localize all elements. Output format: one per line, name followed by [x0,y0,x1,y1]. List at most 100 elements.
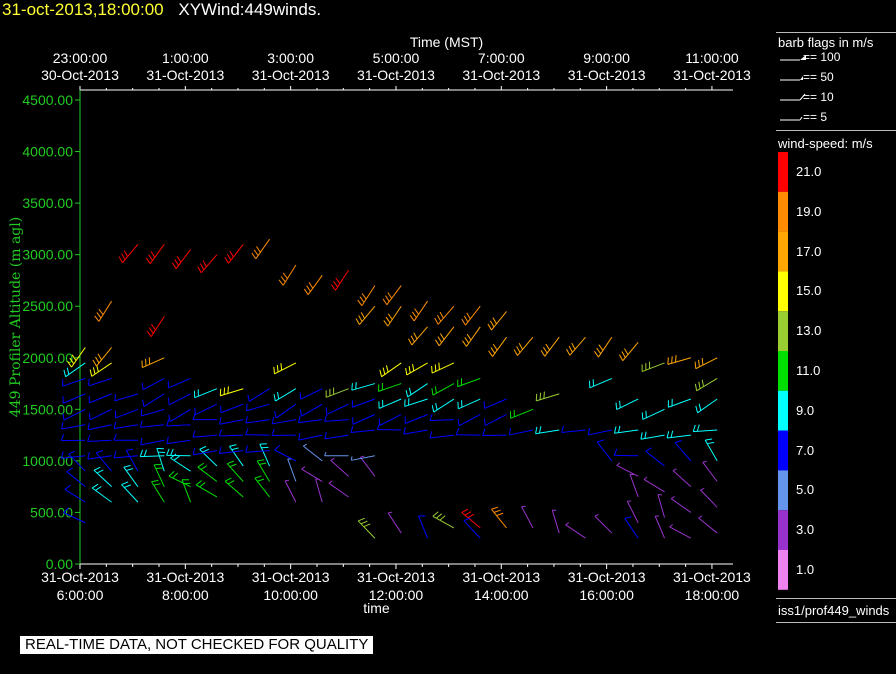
y-tick-label: 3000.00 [22,247,73,263]
wind-barb [351,382,376,391]
colorbar-label: 15.0 [796,283,822,299]
wind-barb [613,425,639,434]
colorbar-swatch [778,390,788,431]
wind-barb [434,305,455,325]
wind-barb [405,383,428,398]
x-tick-label: 31-Oct-2013 [462,569,540,585]
wind-barb [330,269,349,291]
colorbar-swatch [778,231,788,272]
wind-barb [274,403,297,419]
barb-flags-title: barb flags in m/s [778,35,874,50]
wind-barb [432,511,455,529]
wind-barb [330,458,349,477]
colorbar-swatch [778,311,788,351]
wind-barb [168,470,191,488]
colorbar-label: 3.0 [796,522,815,538]
wind-barb [613,448,639,457]
colorbar-swatch [778,470,788,511]
wind-barb [431,362,455,374]
wind-barb [594,513,613,534]
wind-barb [457,398,481,410]
wind-barb [167,393,191,406]
wind-barb [113,433,138,441]
wind-barb [273,388,297,402]
y-tick-label: 4000.00 [22,144,73,160]
wind-barb [87,434,112,443]
wind-barb [64,484,86,503]
quality-warning-banner: REAL-TIME DATA, NOT CHECKED FOR QUALITY [20,636,374,654]
wind-barb [113,421,139,430]
title-name: XYWind:449winds. [178,0,322,19]
wind-barb [315,478,323,503]
y-axis-label: 449 Profiler Altitude (m agl) [8,217,24,417]
wind-barb [325,387,349,398]
barb-flag-label: == 50 [803,70,834,84]
wind-barb [429,431,454,439]
wind-barb [457,414,481,427]
wind-barb [88,408,112,421]
wind-barb [351,398,376,408]
x-tick-label: 31-Oct-2013 [41,569,119,585]
x-tick-label: 14:00:00 [474,587,529,603]
wind-barb [702,460,718,482]
barb-flag-label: == 10 [803,90,834,104]
wind-barb [383,305,402,327]
colorbar-label: 21.0 [796,164,822,179]
x-tick-label: 31-Oct-2013 [252,569,330,585]
legend-separator [776,32,896,33]
wind-barb [141,357,165,368]
barb-flag-label: == 100 [803,50,841,64]
wind-barb [695,398,718,414]
wind-barb [299,403,323,417]
top-x-tick-label: 7:00:00 [478,50,525,66]
wind-barb [596,439,613,462]
barb-flag-feather [799,93,806,101]
wind-barb [66,467,86,488]
wind-barb [513,336,534,356]
wind-barb [62,393,86,404]
x-tick-label: 31-Oct-2013 [146,569,224,585]
x-axis-label: time [363,600,390,616]
wind-barb [220,403,244,414]
wind-barb [379,362,402,378]
wind-barb [287,458,297,482]
top-x-tick-label: 9:00:00 [583,50,630,66]
wind-barb [435,326,455,347]
y-tick-label: 2500.00 [22,298,73,314]
wind-barb [247,388,270,402]
wind-barb [156,447,166,472]
y-tick-label: 2000.00 [22,350,73,366]
colorbar-swatch [778,271,788,312]
wind-barb [245,416,270,424]
wind-barb [700,487,718,508]
wind-barb [324,431,349,440]
wind-barb [404,398,428,407]
wind-barb [168,408,191,423]
wind-barb [125,448,139,472]
wind-barb [274,444,297,462]
wind-barb [540,336,560,357]
wind-barb [535,391,560,402]
wind-barb [667,355,692,365]
wind-barb [278,264,297,286]
wind-barb [218,429,244,437]
top-x-tick-label: 31-Oct-2013 [673,67,751,83]
wind-barb [139,449,165,458]
wind-barb [669,523,692,539]
wind-barb [616,462,639,477]
wind-barb [245,445,270,453]
wind-barb [640,431,665,440]
wind-barb [666,430,691,439]
colorbar-title: wind-speed: m/s [778,136,873,151]
wind-barb [483,398,507,409]
x-tick-label: 8:00:00 [162,587,209,603]
wind-barb [324,414,349,422]
wind-barb [219,417,244,425]
wind-barb [328,480,349,498]
wind-barb [195,480,218,498]
wind-barb [121,481,139,503]
wind-barb [483,414,507,426]
wind-barb [704,438,718,462]
wind-barb [297,415,323,424]
wind-barb [166,448,191,457]
